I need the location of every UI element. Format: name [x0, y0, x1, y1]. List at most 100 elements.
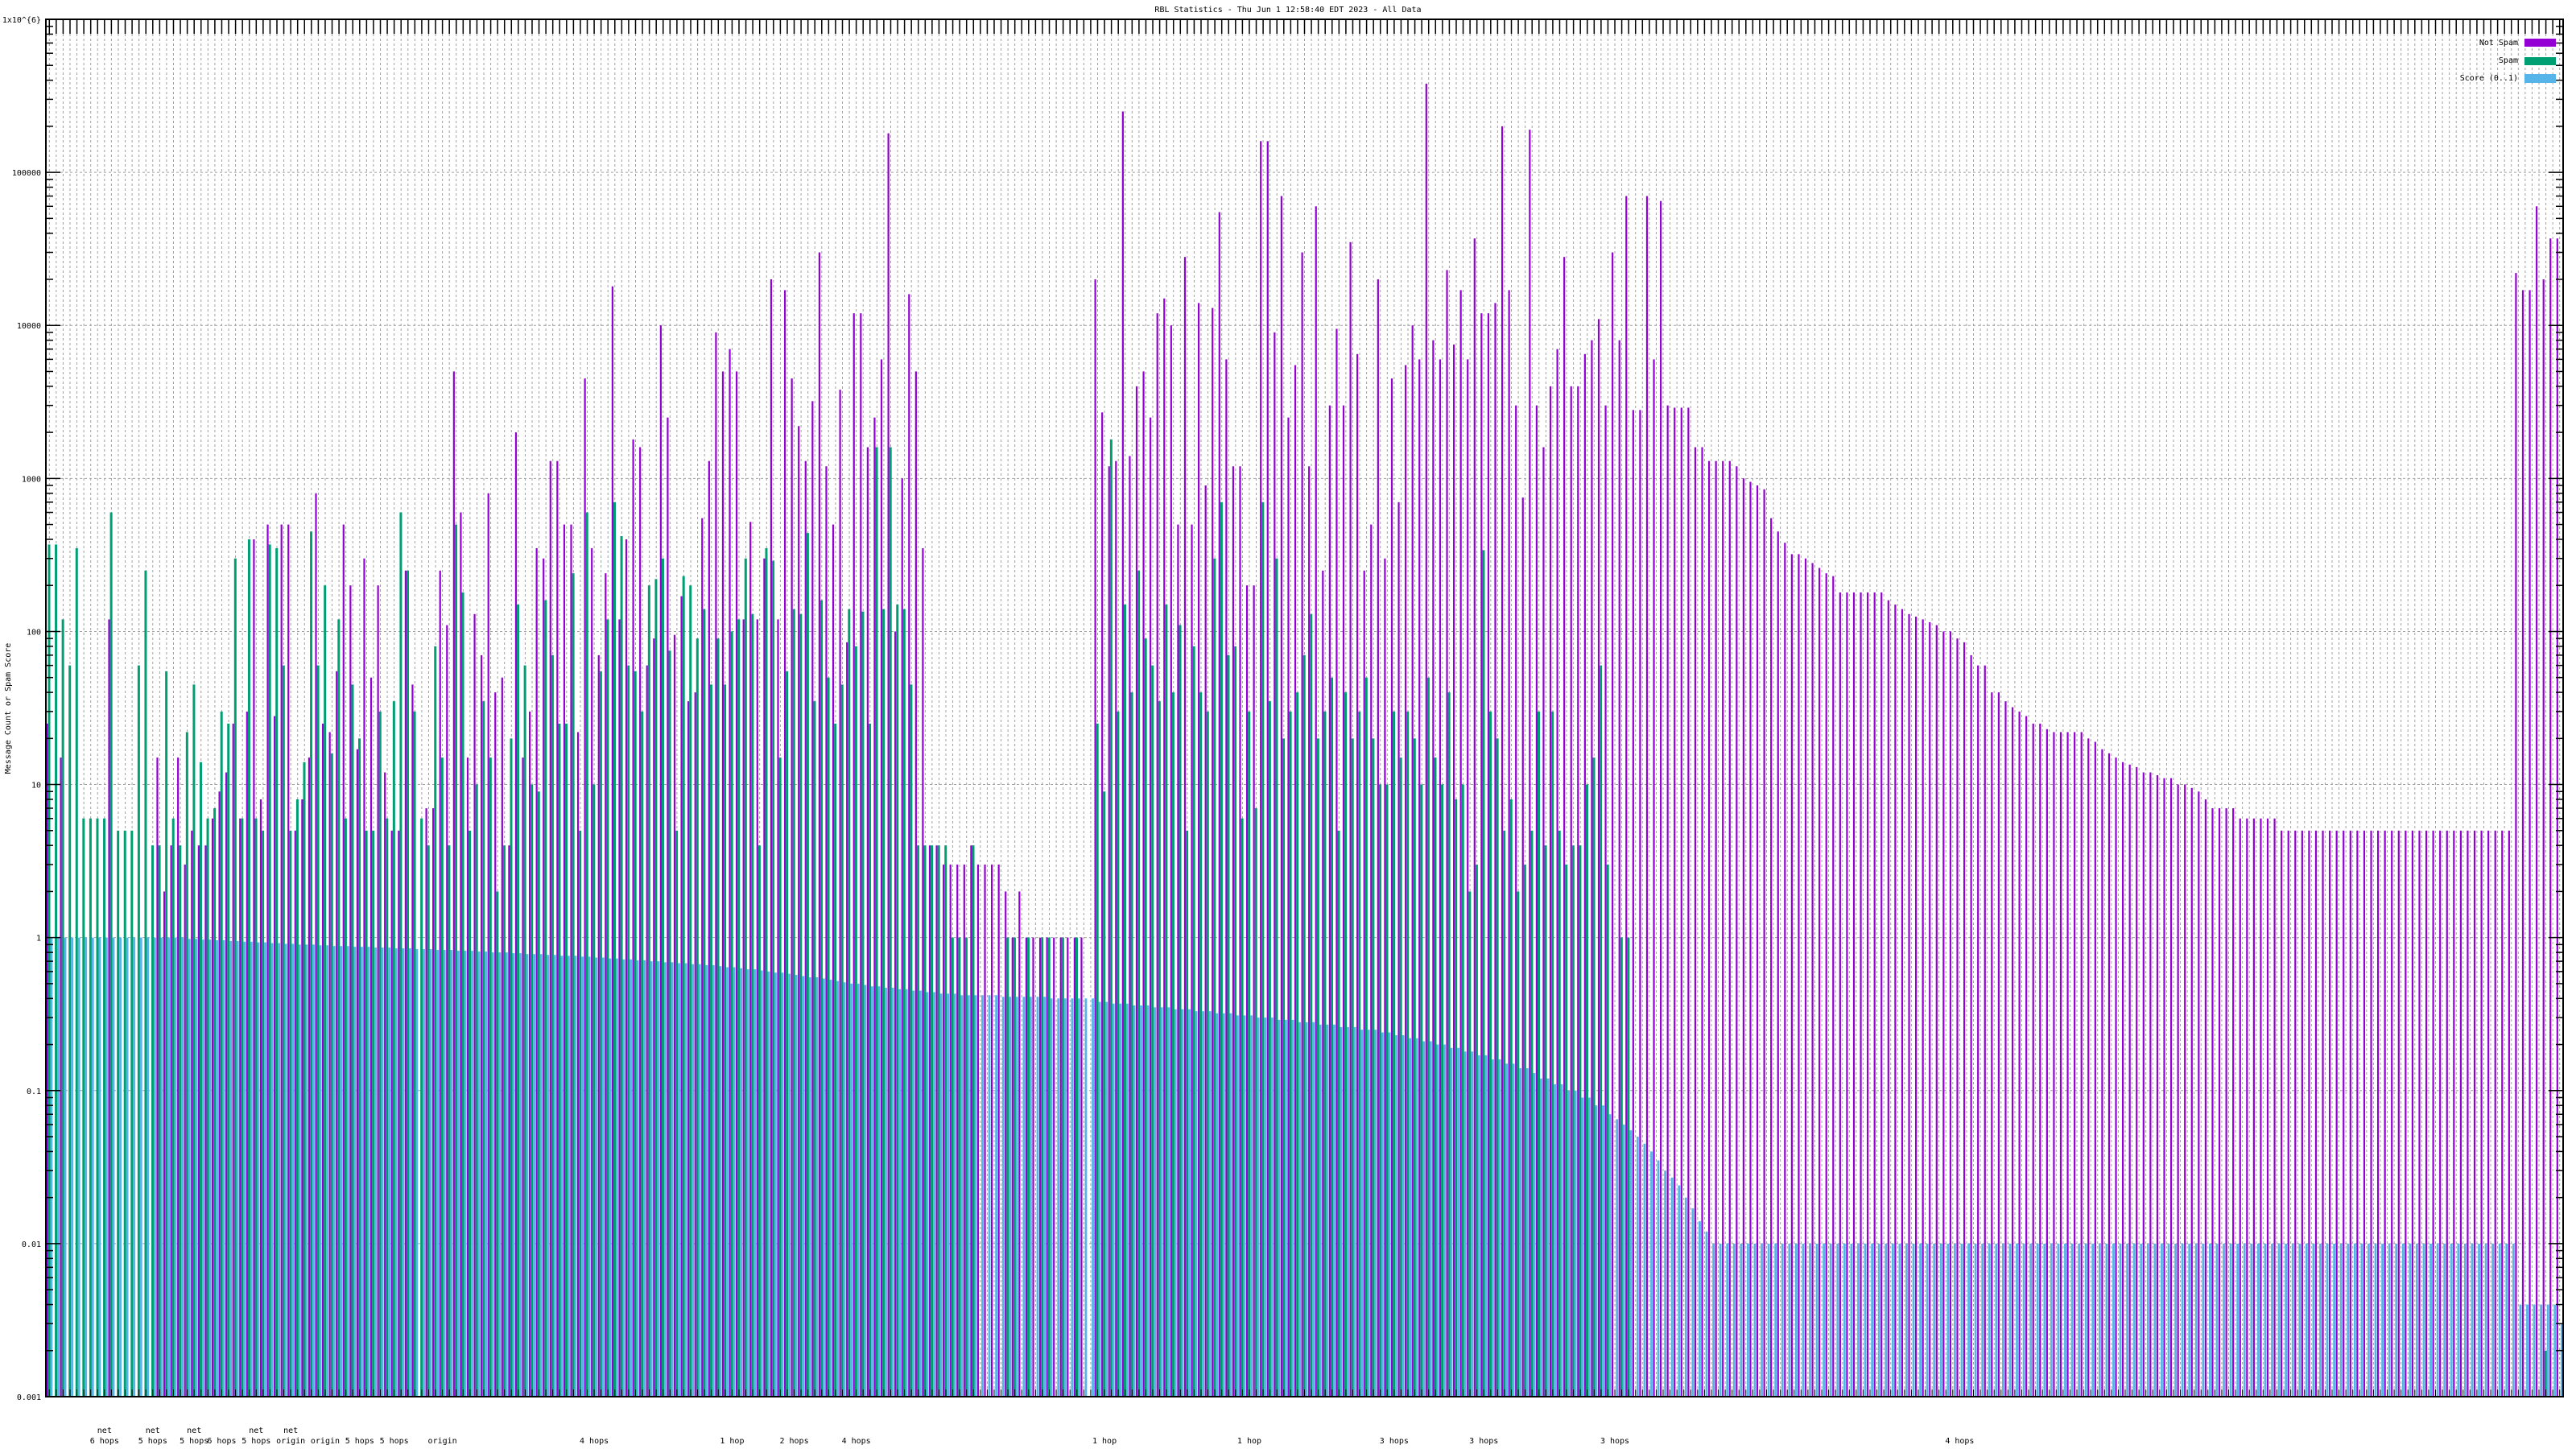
- bar-not-spam: [1059, 937, 1062, 1397]
- bar-score: [753, 969, 757, 1397]
- bar-not-spam: [729, 349, 731, 1397]
- bar-score: [2140, 1243, 2143, 1397]
- legend-swatch-score: [2524, 74, 2556, 83]
- bar-spam: [1426, 677, 1430, 1397]
- bar-not-spam: [2397, 830, 2400, 1397]
- bar-spam: [820, 600, 824, 1397]
- bar-score: [1001, 997, 1005, 1397]
- bar-score: [2388, 1243, 2391, 1397]
- bar-not-spam: [253, 539, 255, 1397]
- bar-not-spam: [1563, 257, 1566, 1397]
- x-tick-label: net: [187, 1426, 201, 1435]
- bar-spam: [661, 558, 664, 1397]
- bar-spam: [1130, 692, 1133, 1397]
- bar-score: [1250, 1015, 1253, 1397]
- bar-not-spam: [1846, 592, 1848, 1397]
- bar-score: [2146, 1243, 2149, 1397]
- bar-score: [1781, 1243, 1784, 1397]
- bar-spam: [199, 762, 202, 1397]
- bar-spam: [469, 830, 472, 1397]
- plot-border: [45, 19, 2564, 1397]
- bar-score: [2243, 1243, 2246, 1397]
- bar-spam: [68, 665, 72, 1397]
- bar-not-spam: [605, 573, 607, 1397]
- bar-not-spam: [369, 677, 373, 1397]
- bar-score: [222, 940, 225, 1397]
- bar-score: [1885, 1243, 1888, 1397]
- bar-score: [1415, 1038, 1418, 1397]
- bar-not-spam: [452, 371, 455, 1397]
- bar-score: [1188, 1009, 1191, 1397]
- bar-score: [367, 947, 370, 1397]
- bar-spam: [1393, 711, 1396, 1397]
- bar-not-spam: [466, 758, 469, 1397]
- bar-score: [2057, 1243, 2060, 1397]
- bar-score: [926, 992, 929, 1397]
- bar-spam: [544, 600, 547, 1397]
- bar-spam: [1199, 692, 1203, 1397]
- bar-not-spam: [2169, 778, 2173, 1397]
- bar-not-spam: [2136, 766, 2138, 1397]
- bar-not-spam: [1612, 252, 1614, 1397]
- bar-not-spam: [2384, 830, 2386, 1397]
- bar-not-spam: [1260, 141, 1262, 1397]
- bar-score: [2064, 1243, 2066, 1397]
- bar-spam: [130, 830, 134, 1397]
- bar-score: [2353, 1243, 2356, 1397]
- bar-score: [1243, 1015, 1246, 1397]
- bar-score: [2463, 1243, 2467, 1397]
- x-tick-label: 3 hops: [1380, 1437, 1409, 1446]
- bar-not-spam: [1218, 212, 1220, 1397]
- bar-not-spam: [1432, 340, 1435, 1397]
- bar-score: [1084, 998, 1088, 1397]
- bar-score: [2333, 1243, 2336, 1397]
- bar-spam: [510, 738, 513, 1397]
- bar-score: [332, 946, 336, 1397]
- bar-not-spam: [1660, 200, 1662, 1397]
- bar-score: [1761, 1243, 1763, 1397]
- bar-score: [2215, 1243, 2219, 1397]
- bar-not-spam: [804, 460, 807, 1397]
- bar-score: [1602, 1105, 1604, 1397]
- bar-not-spam: [1005, 891, 1007, 1397]
- bar-spam: [744, 558, 747, 1397]
- bar-score: [1285, 1019, 1287, 1397]
- bar-spam: [1316, 738, 1319, 1397]
- bar-not-spam: [1239, 466, 1241, 1397]
- bar-spam: [1165, 604, 1168, 1397]
- bar-not-spam: [1521, 497, 1524, 1397]
- bar-score: [1429, 1041, 1432, 1397]
- bar-not-spam: [2107, 753, 2111, 1397]
- bar-spam: [689, 585, 692, 1397]
- legend-label-spam: Spam: [2499, 56, 2518, 65]
- bar-spam: [268, 544, 271, 1397]
- bar-not-spam: [2039, 723, 2041, 1397]
- legend: Not Spam Spam Score (0..1): [2460, 39, 2556, 83]
- bar-not-spam: [336, 671, 338, 1397]
- bar-score: [1788, 1243, 1791, 1397]
- y-tick-label: 0.01: [22, 1241, 41, 1249]
- bar-not-spam: [2115, 758, 2117, 1397]
- bar-spam: [592, 784, 596, 1397]
- bar-not-spam: [2480, 830, 2483, 1397]
- bar-score: [1347, 1026, 1349, 1397]
- bar-spam: [641, 711, 644, 1397]
- bar-score: [1388, 1032, 1391, 1397]
- bar-spam: [1144, 638, 1147, 1397]
- bar-not-spam: [943, 864, 945, 1397]
- bar-spam: [565, 723, 568, 1397]
- bar-not-spam: [1852, 592, 1856, 1397]
- bar-not-spam: [576, 732, 580, 1397]
- bar-not-spam: [232, 723, 234, 1397]
- bar-spam: [772, 560, 775, 1397]
- bar-score: [64, 937, 67, 1397]
- bar-not-spam: [2080, 732, 2083, 1397]
- y-axis-label: Message Count or Spam Score: [4, 643, 13, 774]
- bar-score: [815, 977, 819, 1397]
- bar-not-spam: [1867, 592, 1869, 1397]
- bar-score: [1726, 1243, 1729, 1397]
- y-tick-label: 1x10^{6}: [2, 16, 41, 25]
- bar-score: [1395, 1035, 1397, 1397]
- bar-not-spam: [481, 654, 483, 1397]
- bar-not-spam: [1487, 313, 1490, 1397]
